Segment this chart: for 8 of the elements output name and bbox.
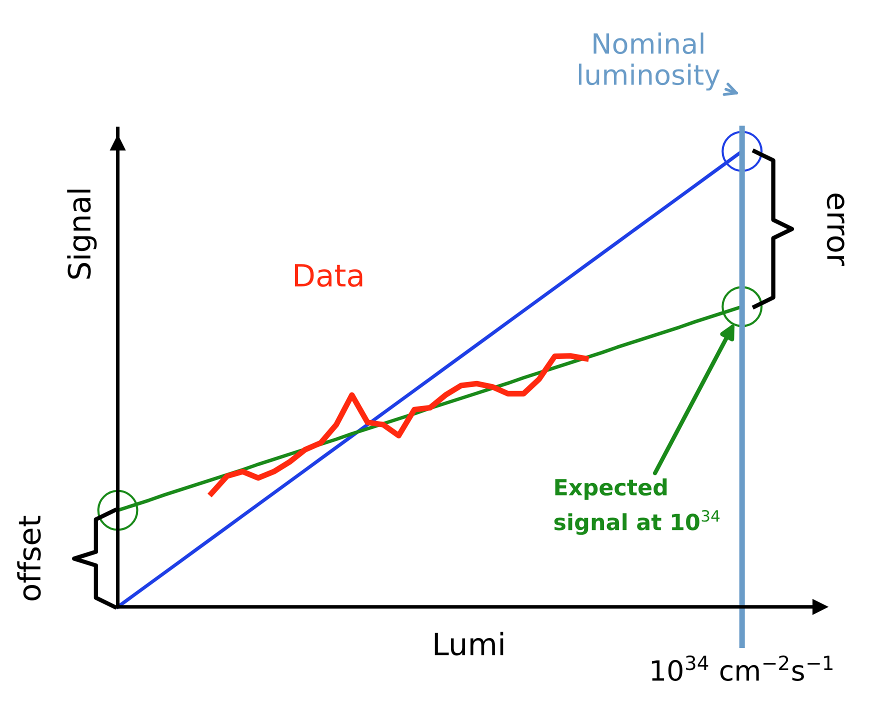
text: error <box>826 194 844 266</box>
y-axis-title: Signal <box>67 190 97 279</box>
annotation: Data <box>295 264 362 287</box>
text: offset <box>17 516 41 600</box>
text: Nominal luminosity <box>578 32 720 91</box>
text: 10$^{34}$ cm$^{−2}$s$^{−1}$ <box>652 656 832 681</box>
x-axis-title: Lumi <box>434 632 504 656</box>
annotation: Expected signal at 10$^{34}$ <box>554 478 720 535</box>
